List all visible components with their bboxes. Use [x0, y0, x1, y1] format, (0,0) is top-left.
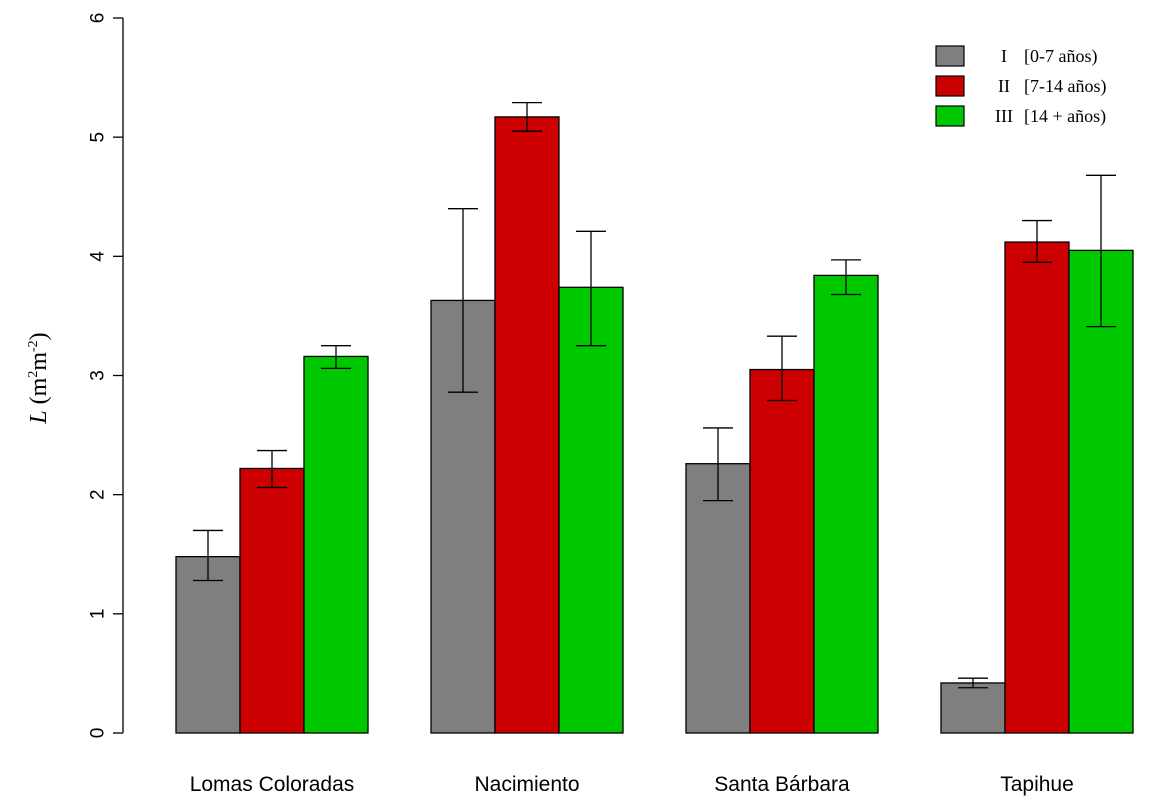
bar [940, 682, 1006, 734]
error-bars [193, 101, 1116, 689]
y-axis-title-close: ) [26, 332, 52, 340]
bar [175, 555, 241, 734]
legend-label: [14 + años) [1024, 106, 1106, 127]
bar [685, 463, 751, 734]
y-axis-title-mid: m [26, 352, 52, 371]
category-label: Lomas Coloradas [190, 773, 355, 796]
y-tick-label: 6 [88, 13, 109, 24]
y-axis: 0 1 2 3 4 5 6 [88, 13, 124, 739]
bar [494, 116, 560, 734]
bars [175, 116, 1134, 734]
y-tick-label: 5 [88, 132, 109, 143]
bar [303, 355, 369, 734]
bar [239, 467, 305, 734]
category-label: Tapihue [1000, 773, 1074, 796]
y-tick-label: 4 [88, 251, 109, 262]
bar [558, 286, 624, 734]
y-axis-title-sup2: -2 [26, 340, 41, 352]
y-tick-label: 2 [88, 489, 109, 500]
y-tick-label: 0 [88, 728, 109, 739]
y-axis-title-sup1: 2 [26, 371, 41, 378]
y-axis-title-var: L [26, 410, 52, 424]
legend: I [0-7 años) II [7-14 años) III [14 + años) [935, 45, 1106, 127]
legend-label: [0-7 años) [1024, 46, 1097, 67]
legend-swatch [935, 75, 965, 97]
bar [813, 274, 879, 734]
bar [1068, 249, 1134, 734]
y-tick-label: 3 [88, 370, 109, 381]
legend-series-name: III [995, 106, 1013, 126]
y-tick-label: 1 [88, 609, 109, 620]
legend-label: [7-14 años) [1024, 76, 1106, 97]
bar [1004, 241, 1070, 734]
category-label: Nacimiento [474, 773, 579, 796]
legend-series-name: II [998, 76, 1010, 96]
bar [749, 368, 815, 734]
legend-series-name: I [1001, 46, 1007, 66]
y-axis-title: L (m2m-2) [26, 332, 52, 424]
category-labels: Lomas Coloradas Nacimiento Santa Bárbara Ta… [190, 773, 1074, 796]
category-label: Santa Bárbara [714, 773, 850, 796]
y-axis-title-open: (m [26, 377, 52, 410]
legend-swatch [935, 105, 965, 127]
legend-swatch [935, 45, 965, 67]
